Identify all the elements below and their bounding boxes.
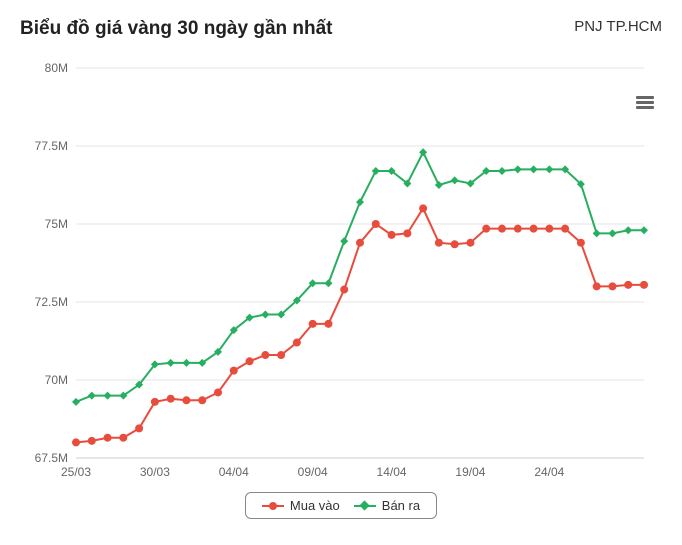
svg-text:30/03: 30/03 (140, 465, 170, 479)
svg-text:24/04: 24/04 (534, 465, 564, 479)
header: Biểu đồ giá vàng 30 ngày gần nhất PNJ TP… (20, 18, 662, 40)
svg-text:72.5M: 72.5M (35, 295, 68, 309)
legend-item-sell[interactable]: Bán ra (354, 498, 420, 513)
legend-label-sell: Bán ra (382, 498, 420, 513)
legend-swatch-buy (262, 505, 284, 507)
svg-text:25/03: 25/03 (61, 465, 91, 479)
chart-area: 67.5M 70M 72.5M 75M 77.5M 80M 25/03 30/03 04/04 0… (20, 54, 662, 484)
svg-text:67.5M: 67.5M (35, 451, 68, 465)
chart-menu-icon[interactable] (636, 94, 654, 111)
legend: Mua vào Bán ra (245, 492, 437, 519)
svg-text:75M: 75M (45, 217, 68, 231)
chart-container: Biểu đồ giá vàng 30 ngày gần nhất PNJ TP… (0, 0, 682, 545)
svg-text:19/04: 19/04 (455, 465, 485, 479)
chart-subtitle: PNJ TP.HCM (574, 18, 662, 35)
legend-item-buy[interactable]: Mua vào (262, 498, 340, 513)
svg-text:04/04: 04/04 (219, 465, 249, 479)
svg-text:70M: 70M (45, 373, 68, 387)
line-chart: 67.5M 70M 72.5M 75M 77.5M 80M 25/03 30/03 04/04 0… (20, 54, 662, 484)
svg-text:09/04: 09/04 (298, 465, 328, 479)
page-title: Biểu đồ giá vàng 30 ngày gần nhất (20, 18, 333, 40)
legend-label-buy: Mua vào (290, 498, 340, 513)
svg-text:80M: 80M (45, 61, 68, 75)
svg-text:14/04: 14/04 (377, 465, 407, 479)
legend-swatch-sell (354, 505, 376, 507)
svg-text:77.5M: 77.5M (35, 139, 68, 153)
